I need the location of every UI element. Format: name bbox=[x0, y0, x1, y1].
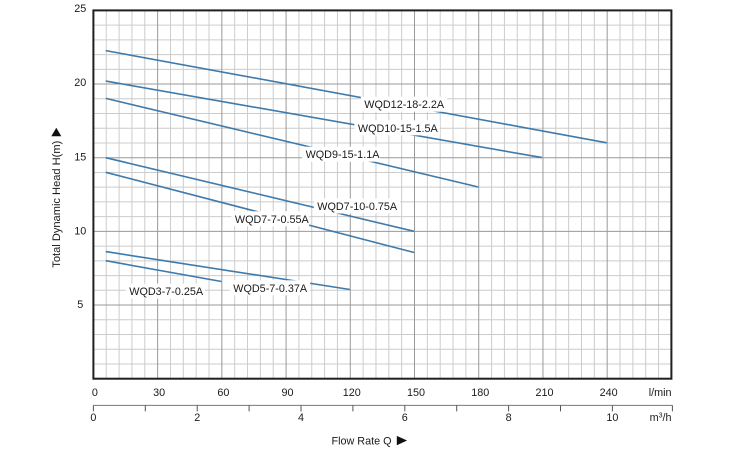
svg-text:6: 6 bbox=[402, 412, 408, 424]
svg-text:120: 120 bbox=[343, 387, 361, 399]
svg-text:90: 90 bbox=[282, 387, 294, 399]
svg-text:180: 180 bbox=[471, 387, 489, 399]
svg-text:WQD5-7-0.37A: WQD5-7-0.37A bbox=[233, 283, 308, 295]
svg-text:4: 4 bbox=[298, 412, 304, 424]
svg-text:WQD10-15-1.5A: WQD10-15-1.5A bbox=[358, 123, 439, 135]
svg-text:l/min: l/min bbox=[649, 387, 672, 399]
svg-text:WQD7-7-0.55A: WQD7-7-0.55A bbox=[235, 214, 310, 226]
svg-text:210: 210 bbox=[535, 387, 553, 399]
svg-text:0: 0 bbox=[90, 412, 96, 424]
svg-text:5: 5 bbox=[77, 299, 83, 311]
svg-text:m3/h: m3/h bbox=[650, 412, 672, 424]
svg-text:WQD3-7-0.25A: WQD3-7-0.25A bbox=[129, 286, 204, 298]
svg-text:WQD12-18-2.2A: WQD12-18-2.2A bbox=[364, 99, 445, 111]
svg-text:20: 20 bbox=[74, 77, 86, 89]
svg-text:150: 150 bbox=[407, 387, 425, 399]
svg-text:8: 8 bbox=[506, 412, 512, 424]
svg-text:2: 2 bbox=[194, 412, 200, 424]
svg-text:240: 240 bbox=[600, 387, 618, 399]
svg-text:60: 60 bbox=[217, 387, 229, 399]
svg-text:15: 15 bbox=[74, 152, 86, 164]
svg-text:WQD9-15-1.1A: WQD9-15-1.1A bbox=[306, 149, 381, 161]
svg-text:10: 10 bbox=[606, 412, 618, 424]
svg-text:0: 0 bbox=[92, 387, 98, 399]
svg-text:25: 25 bbox=[74, 3, 86, 15]
svg-text:Flow Rate Q: Flow Rate Q bbox=[332, 435, 392, 447]
svg-text:Total Dynamic Head H(m): Total Dynamic Head H(m) bbox=[51, 141, 63, 268]
svg-text:10: 10 bbox=[74, 225, 86, 237]
svg-text:WQD7-10-0.75A: WQD7-10-0.75A bbox=[317, 201, 398, 213]
svg-text:30: 30 bbox=[153, 387, 165, 399]
